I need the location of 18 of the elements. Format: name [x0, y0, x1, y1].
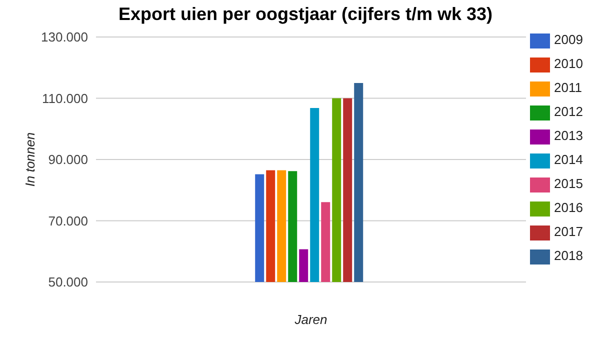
legend-label: 2011: [554, 80, 582, 95]
legend-label: 2014: [554, 152, 583, 167]
y-tick-label: 50.000: [48, 274, 88, 290]
chart-title: Export uien per oogstjaar (cijfers t/m wk 33): [117, 4, 494, 25]
legend-label: 2017: [554, 224, 583, 239]
y-tick-label: 130.000: [41, 30, 88, 45]
legend-label: 2015: [554, 176, 583, 191]
y-tick-label: 70.000: [48, 213, 88, 228]
legend-label: 2010: [554, 56, 583, 71]
legend-label: 2012: [554, 104, 583, 119]
legend-label: 2013: [554, 128, 583, 143]
legend-label: 2009: [554, 32, 583, 47]
y-tick-label: 90.000: [48, 152, 88, 168]
y-axis-title: In tonnen: [22, 132, 38, 187]
y-tick-label: 110.000: [42, 90, 88, 106]
x-axis-title: Jaren: [294, 312, 328, 327]
legend-label: 2018: [554, 248, 583, 263]
legend-label: 2016: [554, 200, 583, 215]
